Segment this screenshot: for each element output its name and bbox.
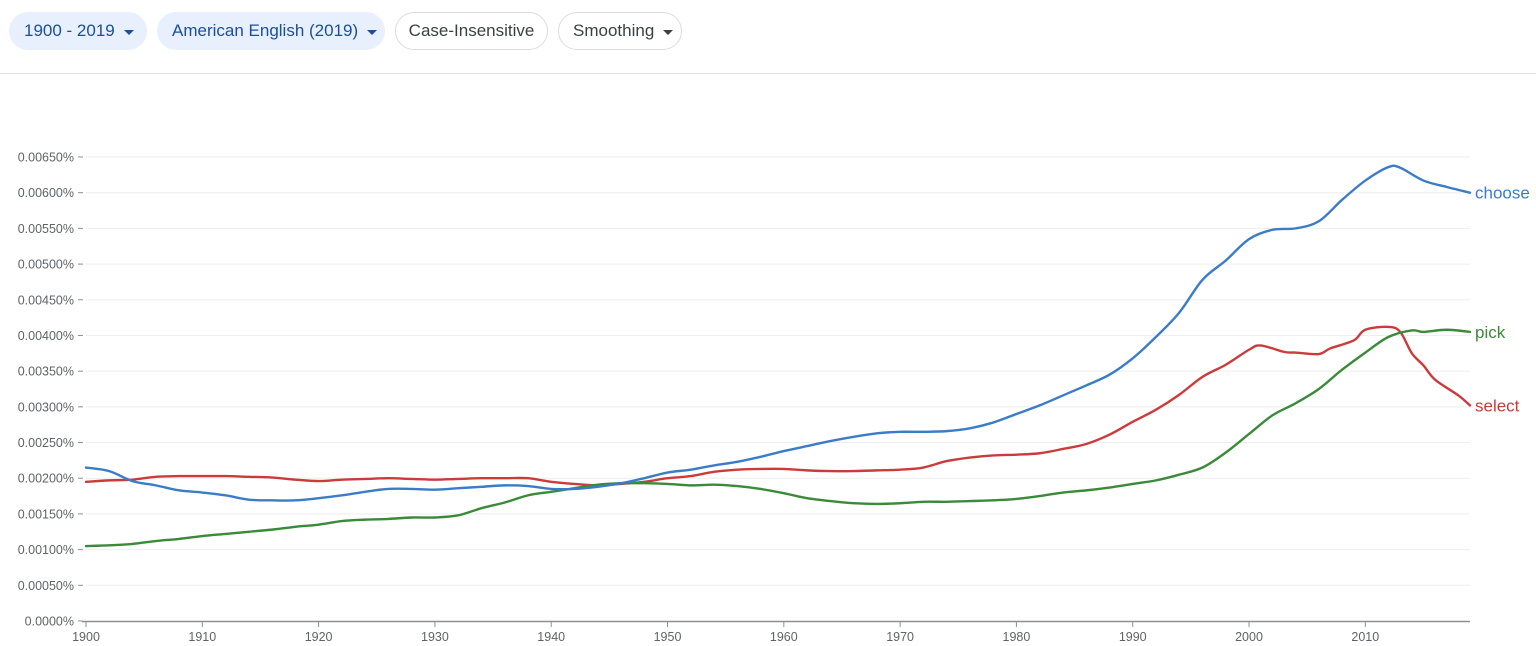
y-tick-label: 0.00250% [18, 436, 74, 450]
caret-down-icon [367, 29, 378, 35]
y-axis-ticks: 0.0000% 0.00050% 0.00100% 0.00150% 0.00200% 0… [18, 151, 83, 629]
y-tick-label: 0.0000% [25, 615, 74, 629]
y-tick-label: 0.00050% [18, 579, 74, 593]
x-tick-label: 1900 [72, 630, 100, 644]
x-tick-label: 1940 [537, 630, 565, 644]
y-tick-label: 0.00200% [18, 472, 74, 486]
x-tick-label: 1920 [305, 630, 333, 644]
x-axis-ticks: 1900 1910 1920 1930 1940 1950 1960 1970 1980 1990… [72, 621, 1379, 644]
case-insensitive-label: Case-Insensitive [408, 21, 535, 40]
series-label-pick[interactable]: pick [1475, 323, 1506, 342]
smoothing-label: Smoothing [573, 21, 655, 40]
y-tick-label: 0.00400% [18, 329, 74, 343]
series-lines [84, 164, 1472, 548]
toolbar: 1900 - 2019 American English (2019) Case… [0, 0, 1536, 74]
y-tick-label: 0.00650% [18, 151, 74, 165]
y-tick-label: 0.00500% [18, 258, 74, 272]
x-tick-label: 1990 [1119, 630, 1147, 644]
x-tick-label: 2000 [1235, 630, 1263, 644]
grid-lines [86, 156, 1470, 586]
x-tick-label: 1960 [770, 630, 798, 644]
corpus-label: American English (2019) [172, 21, 359, 40]
series-label-select[interactable]: select [1475, 396, 1520, 415]
x-tick-label: 1910 [188, 630, 216, 644]
caret-down-icon [123, 29, 134, 35]
x-tick-label: 1970 [886, 630, 914, 644]
y-tick-label: 0.00450% [18, 293, 74, 307]
corpus-dropdown[interactable]: American English (2019) [157, 12, 385, 50]
x-tick-label: 1930 [421, 630, 449, 644]
caret-down-icon [663, 29, 674, 35]
x-tick-label: 2010 [1351, 630, 1379, 644]
y-tick-label: 0.00600% [18, 186, 74, 200]
x-tick-label: 1980 [1003, 630, 1031, 644]
y-tick-label: 0.00300% [18, 400, 74, 414]
series-label-choose[interactable]: choose [1475, 184, 1530, 203]
year-range-dropdown[interactable]: 1900 - 2019 [9, 12, 147, 50]
y-tick-label: 0.00100% [18, 543, 74, 557]
ngram-chart: 0.0000% 0.00050% 0.00100% 0.00150% 0.00200% 0… [18, 151, 1530, 645]
y-tick-label: 0.00550% [18, 222, 74, 236]
y-tick-label: 0.00350% [18, 365, 74, 379]
series-line-choose[interactable] [84, 164, 1472, 502]
series-line-select[interactable] [84, 325, 1472, 487]
series-labels: select pick choose [1475, 184, 1530, 416]
case-insensitive-toggle[interactable]: Case-Insensitive [395, 12, 548, 50]
smoothing-dropdown[interactable]: Smoothing [558, 12, 682, 50]
year-range-label: 1900 - 2019 [24, 21, 115, 40]
series-line-pick[interactable] [84, 328, 1472, 548]
y-tick-label: 0.00150% [18, 507, 74, 521]
x-tick-label: 1950 [654, 630, 682, 644]
